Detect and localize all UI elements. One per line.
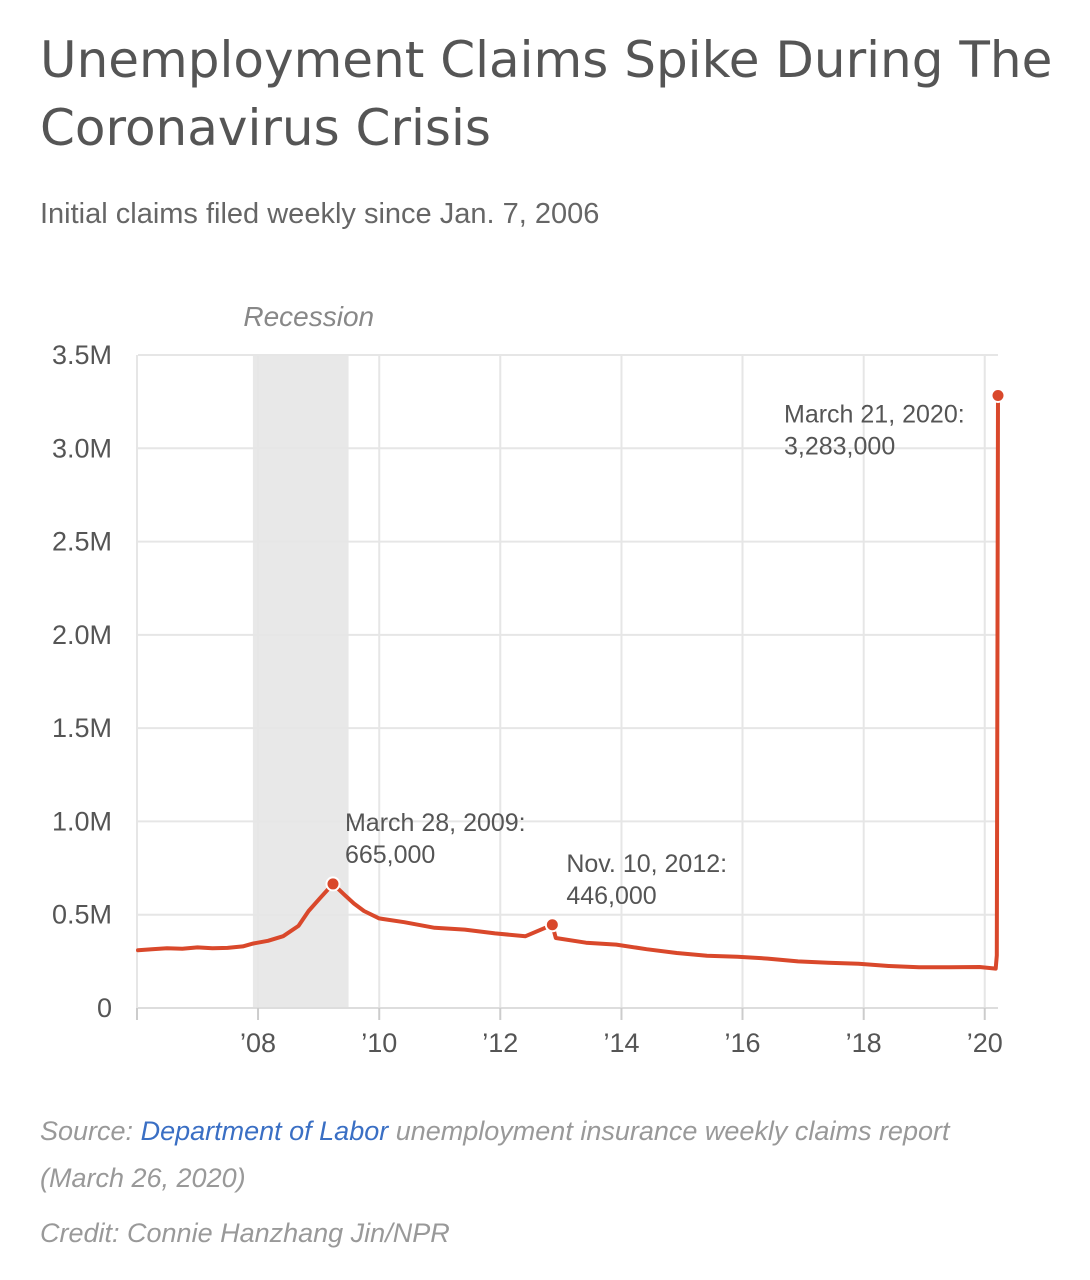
claims-series-line (136, 393, 1000, 971)
source-line: Source: Department of Labor unemployment… (40, 1108, 1040, 1202)
annotation-label: Nov. 10, 2012: (566, 850, 727, 878)
chart-subtitle: Initial claims filed weekly since Jan. 7… (40, 198, 600, 230)
x-tick-label: ’16 (724, 1028, 760, 1058)
recession-layer: Recession (243, 301, 374, 1008)
source-date: (March 26, 2020) (40, 1163, 246, 1193)
annotation-label: March 21, 2020: (784, 400, 965, 428)
y-tick-label: 2.5M (52, 527, 112, 557)
annotation-point (325, 876, 341, 892)
annotation-label: March 28, 2009: (345, 809, 526, 837)
recession-band (252, 355, 349, 1008)
grid-layer (136, 354, 998, 1008)
source-link[interactable]: Department of Labor (140, 1116, 389, 1146)
series-layer (136, 393, 1000, 971)
x-tick-label: ’14 (603, 1028, 639, 1058)
y-tick-label: 2.0M (52, 620, 112, 650)
x-tick-label: ’12 (482, 1028, 518, 1058)
y-tick-label: 0 (97, 993, 112, 1023)
axis-layer: 0 0.5M 1.0M 1.5M 2.0M 2.5M 3.0M 3.5M ’08 ’10 ’12 ’1… (52, 340, 1003, 1058)
y-tick-label: 3.0M (52, 433, 112, 463)
annotation-label: 446,000 (566, 882, 656, 910)
x-tick-label: ’10 (361, 1028, 397, 1058)
line-chart: Recession 0 0.5M 1.0M 1.5M 2.0M 2.5M 3.0M 3.5M ’… (52, 301, 1006, 1058)
y-tick-label: 1.5M (52, 713, 112, 743)
source-description: unemployment insurance weekly claims rep… (395, 1116, 950, 1146)
x-tick-label: ’20 (967, 1028, 1003, 1058)
source-prefix: Source: (40, 1116, 134, 1146)
chart-footer: Source: Department of Labor unemployment… (40, 1108, 1040, 1257)
y-tick-label: 0.5M (52, 900, 112, 930)
annotation-label: 665,000 (345, 841, 435, 869)
y-tick-label: 3.5M (52, 340, 112, 370)
credit-line: Credit: Connie Hanzhang Jin/NPR (40, 1218, 450, 1248)
annotation-layer: March 28, 2009: 665,000 Nov. 10, 2012: 446,… (325, 387, 1006, 933)
recession-label: Recession (243, 301, 374, 332)
annotation-point (990, 387, 1006, 403)
x-tick-label: ’08 (240, 1028, 276, 1058)
chart-title: Unemployment Claims Spike During The Cor… (40, 31, 1053, 157)
annotation-label: 3,283,000 (784, 432, 895, 460)
x-tick-label: ’18 (846, 1028, 882, 1058)
annotation-point (544, 917, 560, 933)
y-tick-label: 1.0M (52, 806, 112, 836)
